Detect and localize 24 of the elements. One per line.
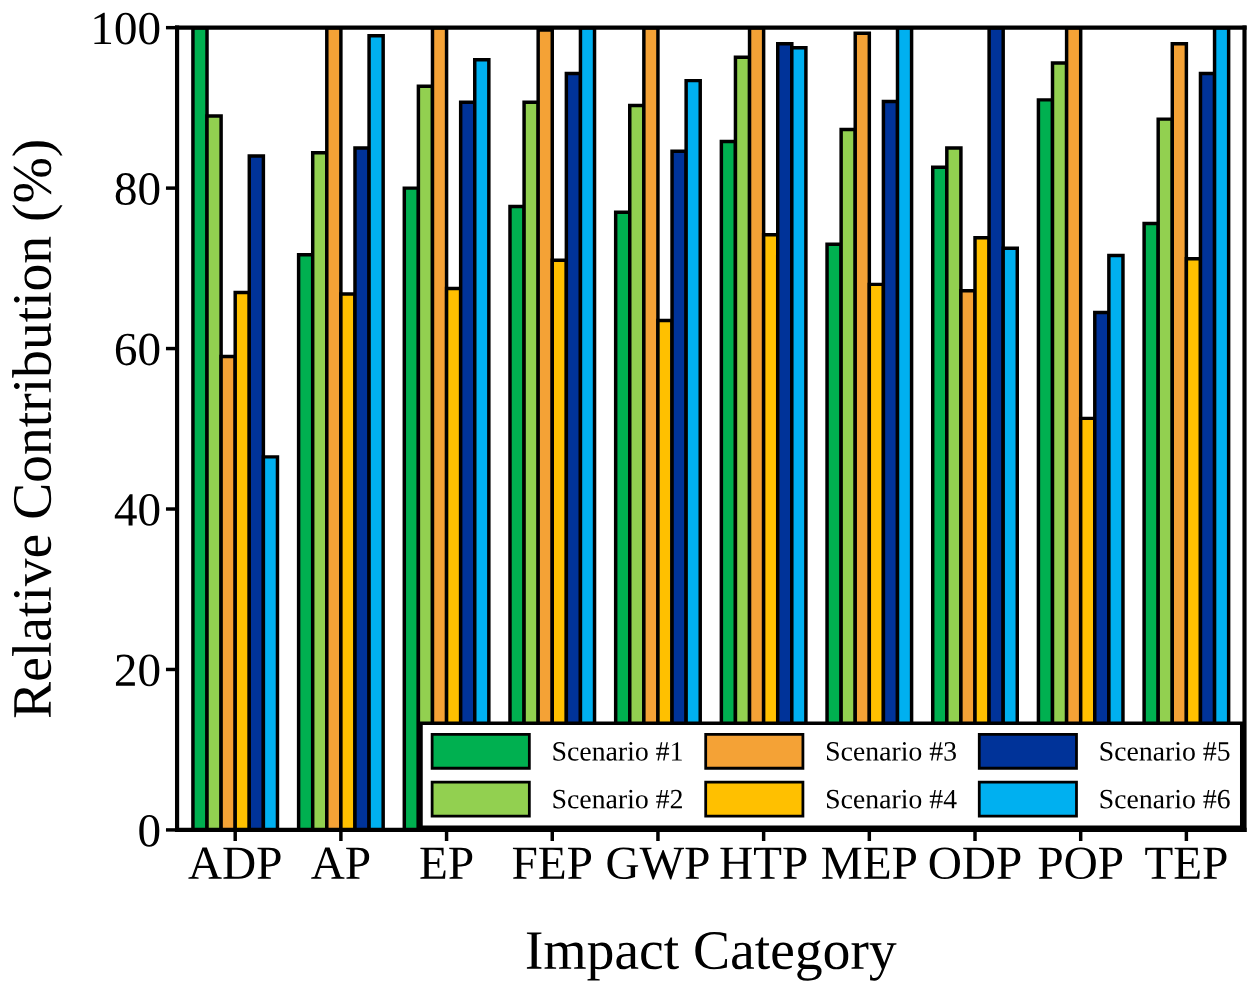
y-axis-title: Relative Contribution (%) (12, 141, 63, 718)
legend-label: Scenario #2 (553, 789, 682, 809)
legend-label: Scenario #4 (827, 789, 957, 809)
legend-label: Scenario #3 (827, 742, 956, 761)
x-tick-label: GWP (607, 847, 709, 880)
legend-label: Scenario #6 (1100, 789, 1230, 809)
legend-label: Scenario #1 (553, 742, 682, 761)
y-tick-label: 80 (115, 173, 160, 205)
x-tick-label: ODP (929, 847, 1021, 880)
legend-label: Scenario #5 (1100, 742, 1230, 761)
x-tick-label: ADP (188, 847, 281, 879)
x-axis-title: Impact Category (526, 931, 897, 981)
x-tick-label: EP (420, 847, 473, 879)
y-tick-label: 60 (115, 333, 160, 366)
y-tick-label: 100 (94, 12, 160, 45)
x-tick-label: MEP (822, 847, 916, 879)
y-tick-label: 20 (115, 654, 160, 687)
y-tick-label: 0 (139, 814, 160, 847)
x-tick-label: FEP (512, 847, 592, 879)
x-tick-label: POP (1038, 847, 1123, 880)
x-tick-label: TEP (1145, 847, 1227, 879)
x-tick-label: HTP (720, 847, 807, 879)
y-tick-label: 40 (114, 494, 160, 526)
x-tick-label: AP (311, 847, 370, 879)
